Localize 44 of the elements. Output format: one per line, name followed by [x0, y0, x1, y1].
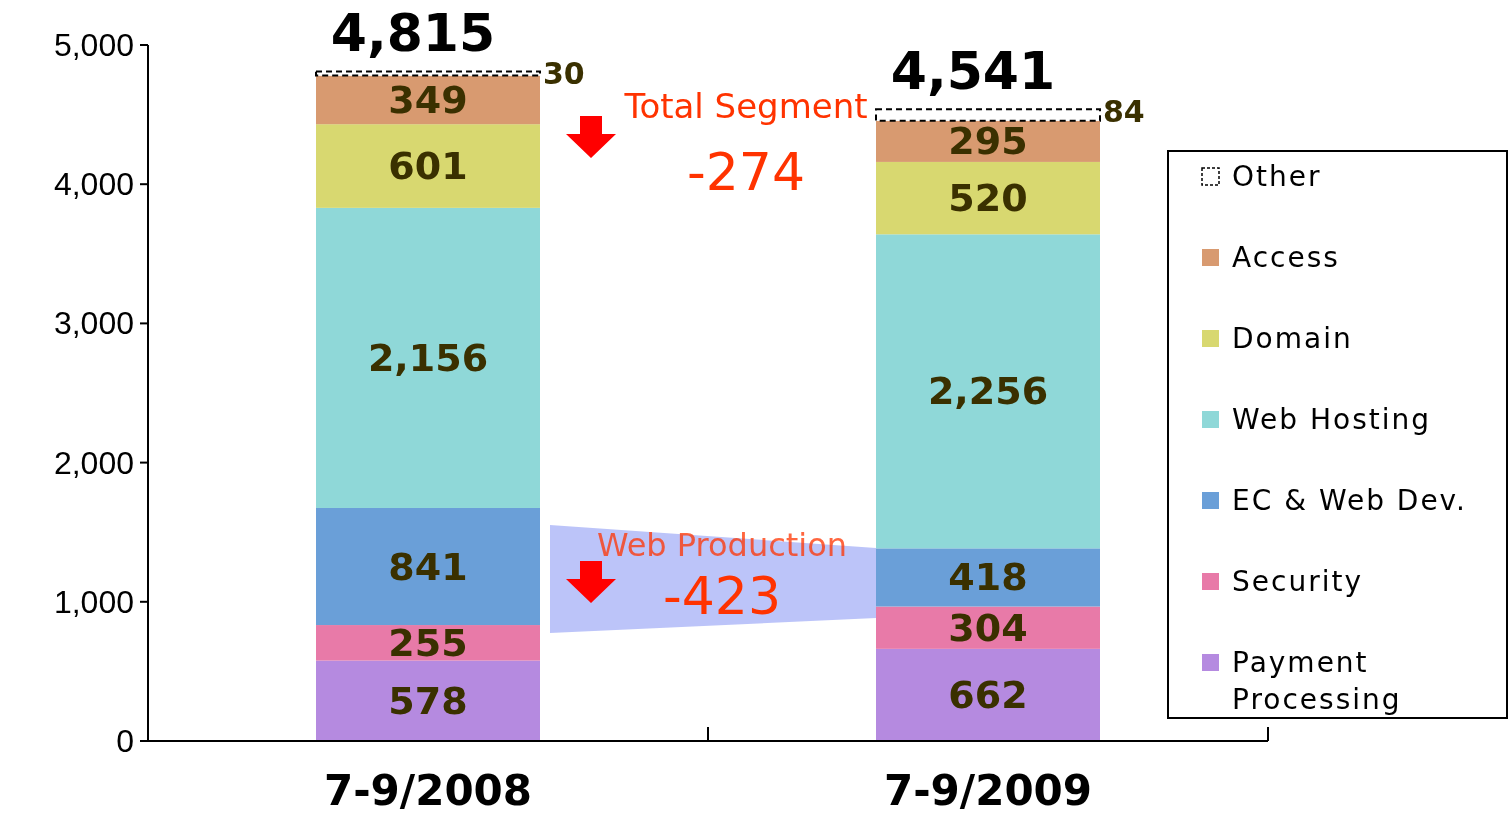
y-tick-label: 5,000: [53, 27, 134, 63]
bar: [876, 234, 1100, 549]
data-label: 2,256: [927, 369, 1049, 414]
data-label: 662: [948, 672, 1028, 717]
data-label: 295: [948, 119, 1028, 164]
legend-label: EC & Web Dev.: [1232, 483, 1467, 517]
annotation: -274: [686, 142, 806, 202]
annotation: -423: [662, 566, 782, 626]
annotation: Total Segment: [623, 86, 868, 126]
data-label: 601: [388, 144, 468, 189]
data-label: 255: [388, 620, 468, 665]
data-label: 30: [543, 55, 585, 91]
bar: [875, 108, 1101, 122]
data-label: 418: [948, 555, 1028, 600]
data-label: 349: [388, 77, 468, 122]
bar: [315, 70, 541, 77]
data-label: 578: [388, 678, 468, 723]
bar: [316, 660, 540, 741]
data-label: 84: [1103, 93, 1145, 129]
bar: [316, 124, 540, 208]
annotation: Web Production: [596, 526, 848, 564]
legend-label: Access: [1232, 240, 1340, 274]
bar: [316, 507, 540, 626]
data-label: 304: [948, 605, 1028, 650]
y-tick-label: 1,000: [53, 583, 134, 620]
y-tick-label: 3,000: [53, 305, 134, 342]
x-tick-label: 7-9/2008: [323, 766, 533, 815]
legend-label: Payment Processing: [1232, 645, 1402, 716]
y-tick-label: 0: [116, 723, 134, 759]
y-tick-label: 4,000: [53, 166, 134, 203]
bar: [876, 161, 1100, 235]
legend-label: Web Hosting: [1232, 402, 1431, 436]
legend-label: Other: [1232, 159, 1322, 193]
legend-label: Security: [1232, 564, 1363, 598]
annotation: 4,541: [890, 41, 1056, 102]
y-tick-label: 2,000: [53, 444, 134, 481]
data-label: 841: [388, 544, 468, 589]
bar: [316, 207, 540, 508]
data-label: 520: [948, 176, 1028, 221]
legend-label: Domain: [1232, 321, 1353, 355]
bar: [876, 648, 1100, 741]
data-label: 2,156: [367, 335, 489, 380]
annotation: 4,815: [330, 3, 496, 64]
x-tick-label: 7-9/2009: [883, 766, 1093, 815]
